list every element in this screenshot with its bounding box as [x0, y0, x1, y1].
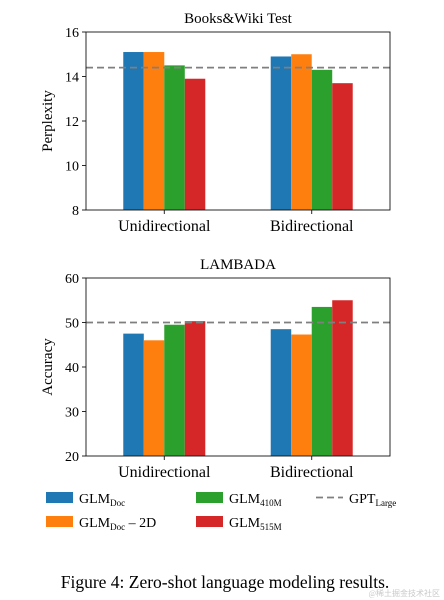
legend-label: GLMDoc – 2D [79, 516, 156, 532]
bar-unidirectional-glm-515m [184, 78, 206, 210]
category-label: Unidirectional [118, 218, 211, 235]
y-tick-label: 12 [65, 115, 79, 130]
y-axis-label: Accuracy [40, 338, 56, 396]
legend-label: GLMDoc [79, 492, 125, 508]
y-tick-label: 20 [65, 450, 79, 465]
legend-item-gpt-large: GPTLarge [316, 492, 396, 508]
category-label: Bidirectional [270, 464, 354, 481]
legend-label: GLM515M [229, 516, 282, 532]
legend-label: GPTLarge [349, 492, 396, 508]
watermark: @稀土掘金技术社区 [369, 588, 440, 598]
legend-swatch [46, 492, 73, 503]
y-tick-label: 30 [65, 406, 79, 421]
legend-swatch [196, 516, 223, 527]
y-tick-label: 50 [65, 317, 79, 332]
bar-bidirectional-glm-410m [311, 306, 333, 456]
category-label: Unidirectional [118, 464, 211, 481]
legend-item-glm-doc: GLMDoc [46, 492, 125, 508]
bar-unidirectional-glm-410m [164, 324, 185, 456]
y-tick-label: 8 [72, 204, 79, 219]
y-tick-label: 40 [65, 361, 79, 376]
bar-unidirectional-glm-doc [123, 52, 144, 211]
bar-bidirectional-glm-410m [311, 69, 333, 210]
legend-item-glm-515m: GLM515M [196, 516, 282, 532]
bar-bidirectional-glm-515m [332, 300, 353, 456]
chart-books-wiki-test: Books&Wiki Test Unidirectional Bidirection… [40, 11, 391, 235]
bar-bidirectional-glm-515m [332, 83, 353, 210]
bar-unidirectional-glm-doc-2d [143, 340, 165, 456]
y-tick-label: 60 [65, 272, 79, 287]
y-tick-label: 16 [65, 26, 79, 41]
legend-item-glm-doc-2d: GLMDoc – 2D [46, 516, 156, 532]
bar-bidirectional-glm-doc [270, 329, 292, 456]
chart-lambada: LAMBADA Unidirectional Bidirectional 20 30 40… [40, 257, 391, 481]
category-label: Bidirectional [270, 218, 354, 235]
y-tick-label: 14 [65, 71, 79, 86]
y-tick-label: 10 [65, 160, 79, 175]
bar-unidirectional-glm-doc [123, 333, 144, 456]
legend-label: GLM410M [229, 492, 282, 508]
bar-bidirectional-glm-doc [270, 56, 292, 210]
bar-bidirectional-glm-doc-2d [291, 334, 312, 456]
legend-item-glm-410m: GLM410M [196, 492, 282, 508]
bar-unidirectional-glm-515m [184, 321, 206, 456]
chart-title: Books&Wiki Test [184, 11, 292, 27]
bar-unidirectional-glm-410m [164, 65, 185, 210]
bar-unidirectional-glm-doc-2d [143, 52, 165, 211]
legend-swatch [196, 492, 223, 503]
bar-bidirectional-glm-doc-2d [291, 54, 312, 210]
charts: Books&Wiki Test Unidirectional Bidirection… [40, 11, 391, 481]
y-axis-label: Perplexity [40, 90, 56, 152]
figure-caption: Figure 4: Zero-shot language modeling re… [61, 572, 390, 592]
legend: GLMDoc GLMDoc – 2D GLM410M GLM515M GPTLarge [46, 492, 396, 532]
legend-swatch [46, 516, 73, 527]
chart-title: LAMBADA [200, 257, 276, 273]
